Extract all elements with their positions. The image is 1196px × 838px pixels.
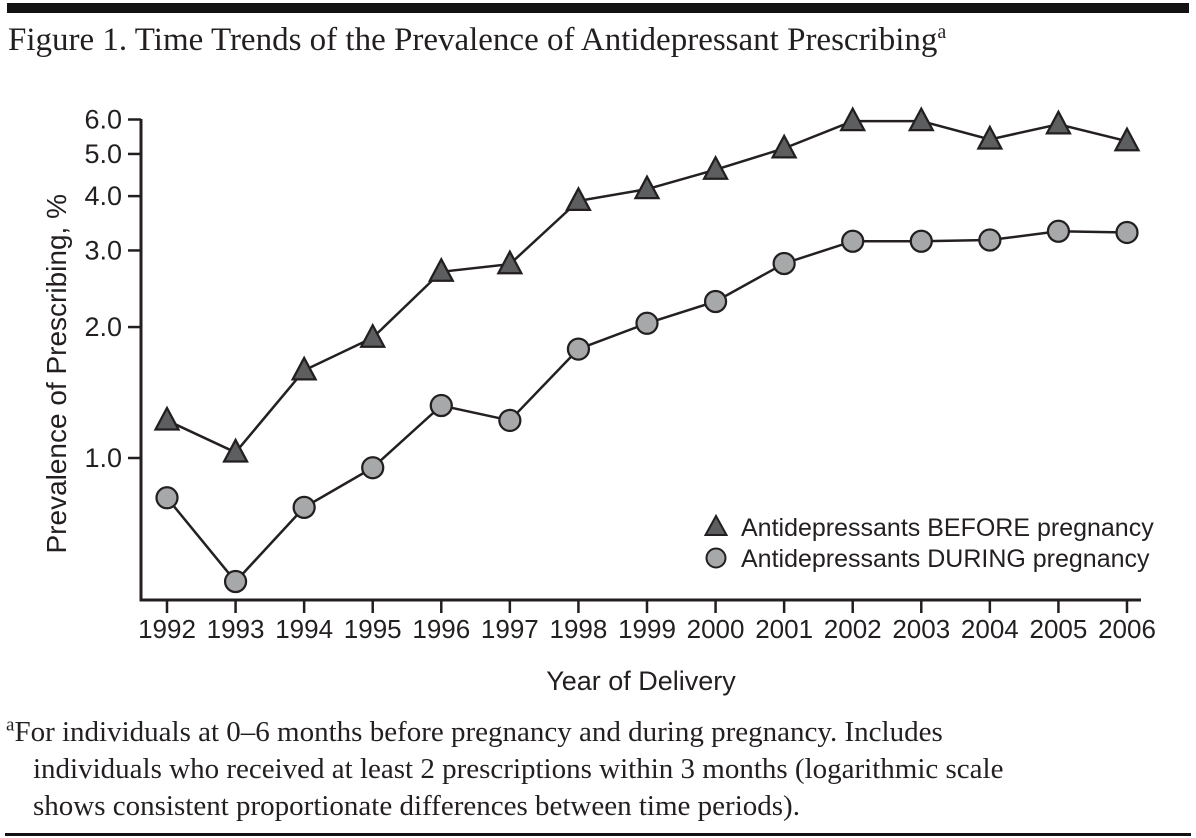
x-tick-label: 2003 <box>892 614 950 644</box>
x-tick-label: 1992 <box>138 614 196 644</box>
circle-marker <box>978 228 1002 252</box>
x-tick-label: 2004 <box>961 614 1019 644</box>
figure-title-superscript: a <box>937 21 947 43</box>
triangle-marker <box>359 322 387 348</box>
y-tick-label: 4.0 <box>84 181 122 211</box>
y-tick-label: 6.0 <box>84 105 122 135</box>
x-tick-label: 1994 <box>275 614 333 644</box>
legend-triangle-marker <box>703 513 729 536</box>
triangle-marker <box>702 154 729 180</box>
x-axis-title: Year of Delivery <box>546 666 736 696</box>
x-tick-label: 2001 <box>755 614 813 644</box>
series-line <box>166 119 1128 454</box>
x-tick-label: 1996 <box>412 614 470 644</box>
circle-marker <box>361 456 385 480</box>
figure-title-text: Figure 1. Time Trends of the Prevalence … <box>8 22 938 58</box>
triangle-marker <box>290 355 318 381</box>
circle-marker <box>909 229 933 253</box>
series-before <box>153 106 1141 463</box>
circle-marker <box>841 229 865 253</box>
triangle-marker <box>907 106 935 132</box>
triangle-marker <box>633 174 661 200</box>
triangle-marker <box>770 133 798 159</box>
triangle-marker <box>427 256 455 282</box>
legend: Antidepressants BEFORE pregnancy Antidepr… <box>703 513 1154 573</box>
figure-title: Figure 1. Time Trends of the Prevalence … <box>8 20 1188 60</box>
triangle-marker <box>153 405 181 431</box>
y-axis: 6.0 5.0 4.0 3.0 2.0 1.0 Prevalence of Prescrib… <box>41 105 141 554</box>
y-axis-title: Prevalence of Prescribing, % <box>41 194 72 554</box>
footnote-line-3: shows consistent proportionate differenc… <box>33 790 800 822</box>
circle-marker <box>1046 219 1071 243</box>
y-tick-label: 2.0 <box>84 312 122 342</box>
y-tick-label: 5.0 <box>84 139 122 169</box>
circle-marker <box>566 337 591 361</box>
triangle-marker <box>1113 126 1141 152</box>
series-during <box>155 219 1139 594</box>
footnote: aFor individuals at 0–6 months before pr… <box>6 714 1181 825</box>
triangle-marker <box>1045 109 1072 135</box>
circle-marker <box>155 486 179 510</box>
circle-marker <box>703 289 728 314</box>
triangle-marker <box>565 186 592 212</box>
axes <box>139 119 1141 602</box>
y-tick-label: 3.0 <box>84 235 122 265</box>
circle-marker <box>772 251 796 276</box>
triangle-marker <box>976 124 1004 150</box>
footnote-line-1: aFor individuals at 0–6 months before pr… <box>6 714 943 748</box>
x-axis: 1992 1993 1994 1995 1996 1997 1998 1999 2000 2001… <box>138 600 1156 696</box>
triangle-marker <box>839 106 867 132</box>
circle-marker <box>1115 220 1139 245</box>
bottom-divider-rule <box>5 833 1191 836</box>
footnote-line-2: individuals who received at least 2 pres… <box>33 753 1004 785</box>
x-tick-label: 1993 <box>207 614 265 644</box>
circle-marker <box>498 408 522 433</box>
footnote-superscript: a <box>6 714 15 736</box>
x-tick-label: 1997 <box>481 614 539 644</box>
top-divider-rule <box>7 3 1189 13</box>
x-tick-label: 1999 <box>618 614 676 644</box>
x-tick-label: 1998 <box>550 614 608 644</box>
circle-marker <box>635 311 659 335</box>
circle-marker <box>429 393 453 418</box>
circle-marker <box>223 569 248 594</box>
legend-label-before: Antidepressants BEFORE pregnancy <box>741 514 1154 542</box>
axis-spines <box>139 119 1141 602</box>
legend-label-during: Antidepressants DURING pregnancy <box>741 545 1150 573</box>
x-tick-label: 2002 <box>824 614 882 644</box>
y-tick-label: 1.0 <box>84 443 122 473</box>
circle-marker <box>292 495 316 520</box>
legend-circle-marker <box>705 547 727 569</box>
x-tick-label: 2005 <box>1030 614 1088 644</box>
triangle-marker <box>222 437 249 463</box>
x-tick-label: 1995 <box>344 614 402 644</box>
chart-figure: 6.0 5.0 4.0 3.0 2.0 1.0 Prevalence of Prescrib… <box>41 105 1156 696</box>
triangle-marker <box>496 249 524 275</box>
x-tick-label: 2000 <box>687 614 745 644</box>
x-tick-label: 2006 <box>1098 614 1156 644</box>
